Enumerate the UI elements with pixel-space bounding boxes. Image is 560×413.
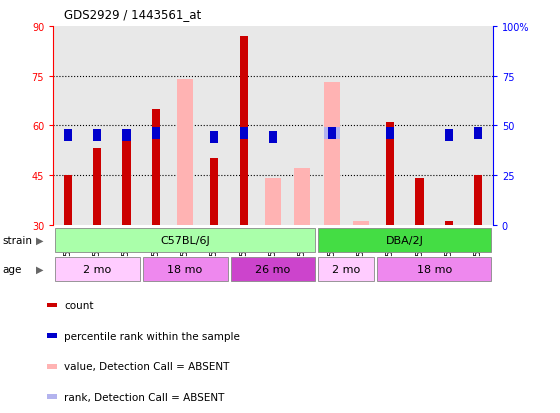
Bar [377, 257, 491, 282]
Bar [416, 179, 423, 225]
Bar [64, 130, 72, 142]
Text: ▶: ▶ [36, 264, 44, 275]
Bar [265, 179, 281, 225]
Bar [55, 228, 315, 253]
Bar [46, 333, 57, 338]
Bar [269, 132, 277, 144]
Bar [445, 222, 453, 225]
Text: value, Detection Call = ABSENT: value, Detection Call = ABSENT [64, 361, 230, 371]
Text: GDS2929 / 1443561_at: GDS2929 / 1443561_at [64, 8, 202, 21]
Bar [240, 37, 248, 225]
Text: age: age [3, 264, 22, 275]
Text: percentile rank within the sample: percentile rank within the sample [64, 331, 240, 341]
Text: 18 mo: 18 mo [417, 264, 452, 274]
Bar [93, 149, 101, 225]
Bar [319, 228, 491, 253]
Bar [386, 123, 394, 225]
Bar [386, 128, 394, 140]
Bar [231, 257, 315, 282]
Text: 26 mo: 26 mo [255, 264, 291, 274]
Text: 18 mo: 18 mo [167, 264, 203, 274]
Bar [324, 128, 340, 140]
Bar [64, 176, 72, 225]
Text: ▶: ▶ [36, 235, 44, 246]
Bar [324, 83, 340, 225]
Text: 2 mo: 2 mo [83, 264, 111, 274]
Bar [123, 130, 130, 142]
Text: rank, Detection Call = ABSENT: rank, Detection Call = ABSENT [64, 392, 225, 402]
Bar [123, 133, 130, 225]
Bar [353, 222, 369, 225]
Bar [328, 128, 335, 140]
Bar [211, 159, 218, 225]
Text: 2 mo: 2 mo [332, 264, 361, 274]
Text: DBA/2J: DBA/2J [386, 235, 424, 245]
Bar [177, 80, 193, 225]
Bar [93, 130, 101, 142]
Text: count: count [64, 300, 94, 310]
Bar [319, 257, 374, 282]
Text: C57BL/6J: C57BL/6J [160, 235, 210, 245]
Bar [211, 132, 218, 144]
Bar [152, 109, 160, 225]
Bar [474, 176, 482, 225]
Bar [474, 128, 482, 140]
Bar [294, 169, 310, 225]
Text: strain: strain [3, 235, 33, 246]
Bar [143, 257, 227, 282]
Bar [46, 394, 57, 399]
Bar [152, 128, 160, 140]
Bar [55, 257, 139, 282]
Bar [46, 364, 57, 369]
Bar [240, 128, 248, 140]
Bar [445, 130, 453, 142]
Bar [46, 303, 57, 308]
